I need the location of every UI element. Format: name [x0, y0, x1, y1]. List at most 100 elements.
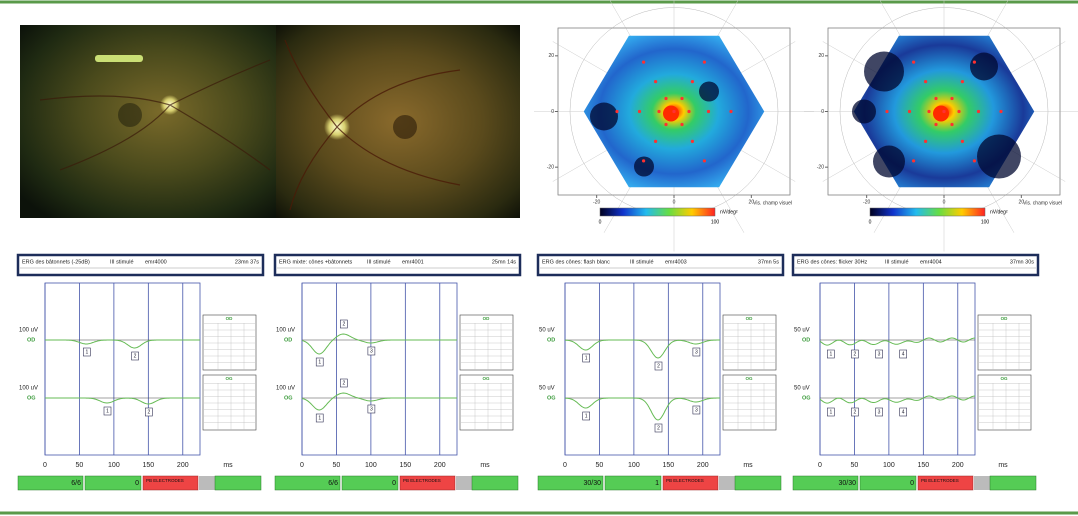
panel-id: emr4003 — [665, 259, 687, 265]
alert-text: PB ELECTRODES — [403, 478, 441, 483]
peak-marker — [145, 407, 153, 417]
scale-label: 50 uV — [794, 328, 810, 334]
peak-marker-label: 1 — [85, 350, 88, 356]
low-response — [590, 102, 618, 131]
panel-stimulus: III stimulé — [110, 259, 134, 265]
result-table — [722, 314, 777, 371]
y-tick-label: 0 — [551, 109, 554, 115]
panel-id: emr4000 — [145, 259, 167, 265]
result-table — [459, 374, 514, 431]
peak-marker-label: 1 — [829, 352, 832, 358]
footer-status — [734, 475, 782, 491]
x-unit: ms — [480, 462, 490, 469]
peak-marker-label: 3 — [695, 408, 698, 414]
low-response — [873, 145, 905, 178]
peak-marker-label: 1 — [829, 410, 832, 416]
peak-marker-label: 2 — [342, 381, 345, 387]
panel-header — [273, 253, 522, 277]
stimulus-point — [960, 80, 965, 84]
y-tick-label: 0 — [821, 109, 824, 115]
x-tick-label: 100 — [108, 462, 120, 469]
stimulus-point — [664, 122, 668, 127]
footer-accepted — [17, 475, 84, 491]
stimulus-point — [690, 139, 695, 143]
scale-label: 50 uV — [794, 386, 810, 392]
x-tick-label: 150 — [399, 462, 411, 469]
x-tick-label: 100 — [883, 462, 895, 469]
peak-marker — [340, 319, 348, 329]
erg-panel: ERG mixte: cônes +bâtonnets III stimulé em… — [273, 253, 522, 491]
waveform — [45, 397, 200, 405]
peak-marker-label: 2 — [854, 410, 857, 416]
x-tick-label: 50 — [851, 462, 859, 469]
table-eye-label: OD — [226, 316, 234, 321]
stimulus-point — [934, 96, 938, 101]
panel-header — [16, 253, 265, 277]
stimulus-point — [957, 109, 961, 114]
accepted-count: 30/30 — [838, 480, 856, 487]
footer-rejected — [859, 475, 917, 491]
panel-time: 23mn 37s — [235, 259, 259, 265]
x-tick-label: 100 — [628, 462, 640, 469]
low-response — [864, 51, 904, 92]
peak-marker-label: 2 — [342, 322, 345, 328]
x-tick-label: 50 — [76, 462, 84, 469]
result-table — [459, 314, 514, 371]
colorbar-unit: nV/deg² — [990, 209, 1008, 215]
center-peak — [933, 105, 949, 122]
accepted-count: 30/30 — [583, 480, 601, 487]
stimulus-point — [702, 159, 707, 163]
peak-marker-label: 2 — [854, 352, 857, 358]
waveform — [819, 337, 976, 346]
x-tick-label: 200 — [697, 462, 709, 469]
stimulus-point — [637, 109, 642, 114]
alert-text: PB ELECTRODES — [666, 478, 704, 483]
colorbar-label: 0 — [869, 219, 872, 225]
peak-marker-label: 1 — [318, 416, 321, 422]
panel-title: ERG des cônes: flicker 30Hz — [797, 259, 868, 265]
peak-marker — [827, 349, 835, 359]
stimulus-point — [972, 159, 977, 163]
colorbar-unit: nV/deg² — [720, 209, 738, 215]
stimulus-point — [976, 109, 981, 114]
eye-label: OD — [284, 337, 292, 343]
eye-label: OD — [27, 337, 35, 343]
stimulus-point — [912, 60, 916, 64]
waveform — [819, 395, 976, 404]
stimulus-point — [680, 122, 684, 127]
peak-marker-label: 2 — [657, 364, 660, 370]
stimulus-point — [642, 159, 646, 163]
alert-text: PB ELECTRODES — [921, 478, 959, 483]
eye-label: OG — [284, 395, 293, 401]
footer-accepted — [792, 475, 859, 491]
x-tick-label: 150 — [662, 462, 674, 469]
panel-header — [536, 253, 785, 277]
waveform — [564, 397, 720, 421]
footer-rejected — [84, 475, 142, 491]
x-tick-label: 50 — [333, 462, 341, 469]
eye-label: OG — [547, 395, 556, 401]
result-table — [977, 374, 1032, 431]
peak-marker — [315, 413, 324, 423]
low-response — [699, 81, 719, 102]
peak-marker — [131, 351, 139, 361]
x-tick-label: 150 — [142, 462, 154, 469]
peak-marker-label: 3 — [878, 410, 881, 416]
panel-title: ERG mixte: cônes +bâtonnets — [279, 259, 352, 265]
stimulus-point — [672, 109, 676, 114]
peak-marker — [367, 346, 376, 356]
panel-id: emr4004 — [920, 259, 942, 265]
center-peak — [663, 105, 679, 122]
panel-id: emr4001 — [402, 259, 424, 265]
footer-gap — [974, 476, 990, 490]
peak-marker-label: 1 — [585, 356, 588, 362]
peak-marker — [851, 349, 859, 359]
result-table — [722, 374, 777, 431]
peak-marker — [851, 407, 859, 417]
x-tick-label: 0 — [818, 462, 822, 469]
map-note: Vis. champ visuel — [1023, 200, 1062, 206]
peak-marker — [367, 404, 376, 414]
low-response — [852, 99, 876, 124]
peak-marker — [582, 411, 590, 421]
